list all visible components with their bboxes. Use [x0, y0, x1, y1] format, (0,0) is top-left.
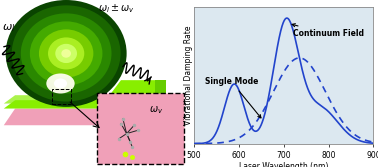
Ellipse shape — [30, 21, 102, 86]
Ellipse shape — [55, 44, 77, 63]
Text: Single Mode: Single Mode — [205, 77, 261, 118]
Polygon shape — [110, 80, 166, 95]
Ellipse shape — [21, 13, 112, 94]
Polygon shape — [4, 109, 147, 125]
Polygon shape — [4, 95, 147, 104]
Ellipse shape — [48, 37, 84, 69]
Polygon shape — [155, 80, 166, 95]
Ellipse shape — [12, 5, 121, 102]
Ellipse shape — [54, 78, 67, 89]
Text: $\omega_l \pm \omega_v$: $\omega_l \pm \omega_v$ — [98, 3, 135, 16]
Ellipse shape — [6, 0, 127, 107]
X-axis label: Laser Wavelength (nm): Laser Wavelength (nm) — [239, 162, 328, 167]
Ellipse shape — [61, 49, 71, 58]
FancyBboxPatch shape — [98, 93, 184, 164]
Ellipse shape — [46, 73, 74, 94]
Text: Continuum Field: Continuum Field — [292, 24, 364, 38]
Polygon shape — [4, 100, 147, 109]
Y-axis label: Vibrational Damping Rate: Vibrational Damping Rate — [184, 25, 192, 125]
Ellipse shape — [39, 29, 93, 77]
Text: $\omega_v$: $\omega_v$ — [149, 104, 164, 116]
Text: $\omega_l$: $\omega_l$ — [2, 22, 15, 34]
